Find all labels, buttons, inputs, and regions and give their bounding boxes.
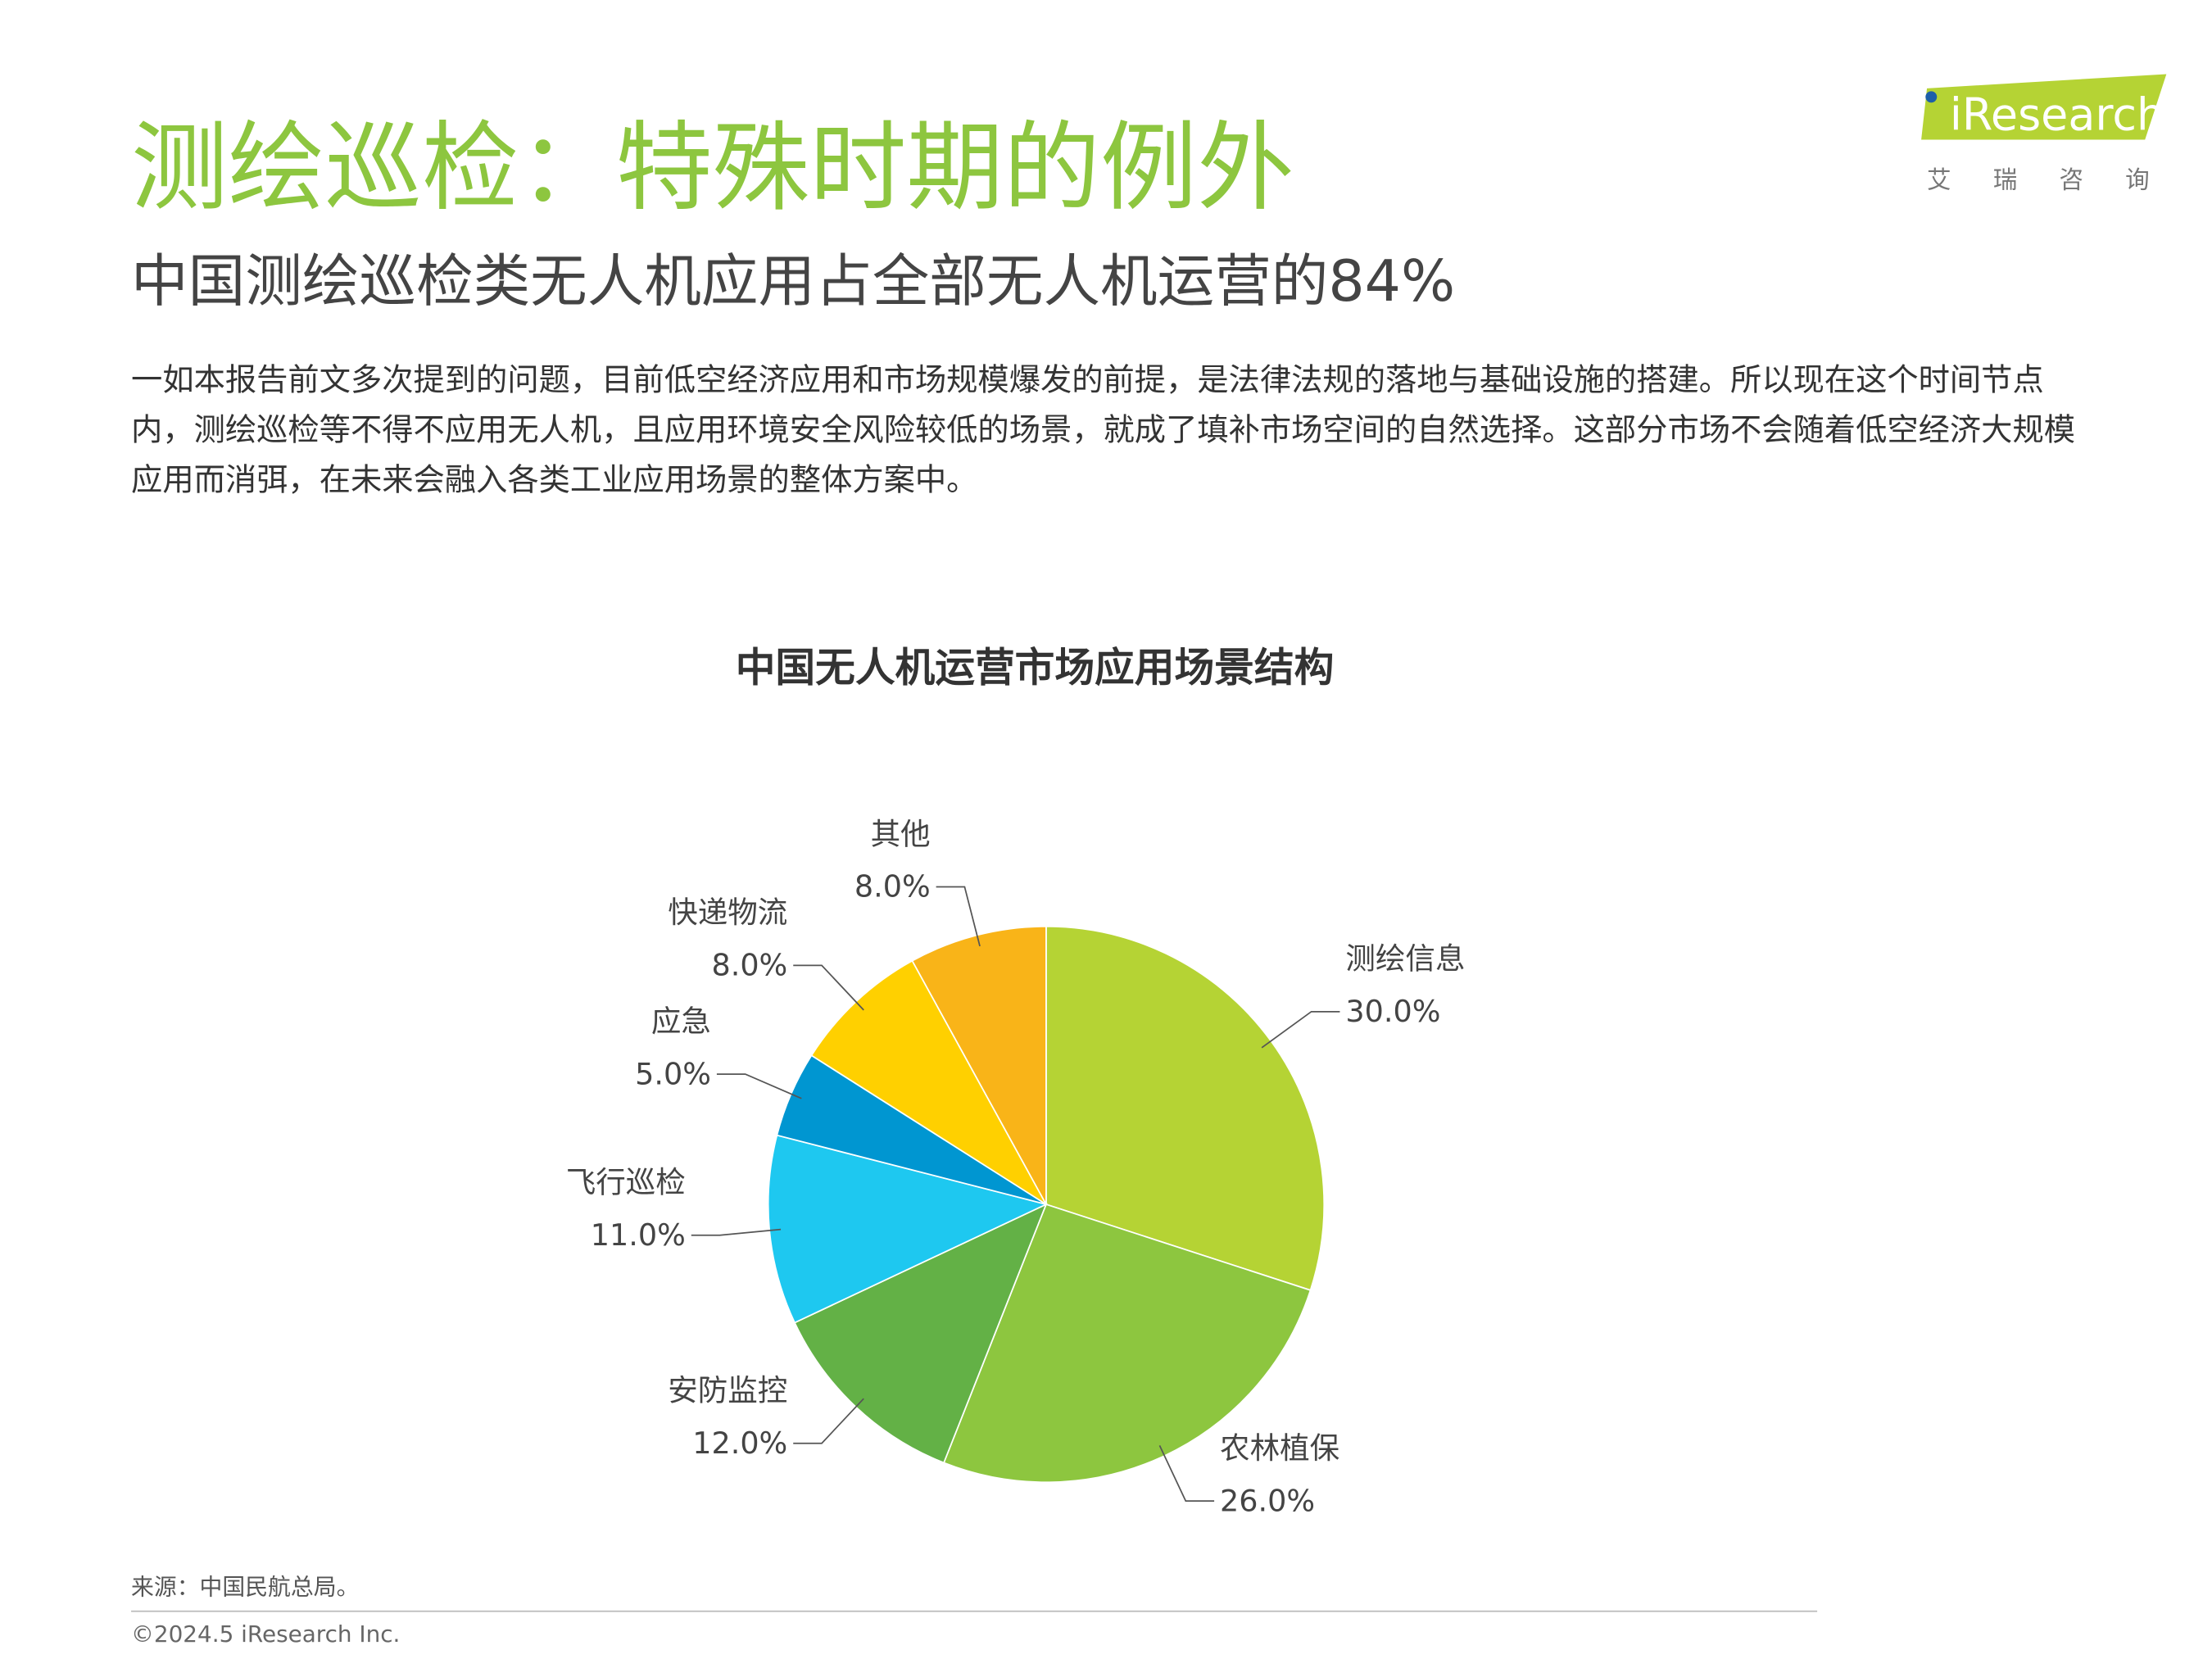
slice-value-label: 8.0% [854,869,931,904]
logo-dot [1925,91,1938,103]
leader-line [793,964,864,1011]
slice-value-label: 8.0% [711,948,787,983]
page-title: 测绘巡检：特殊时期的例外 [131,112,1294,225]
slice-label: 安防监控 [668,1373,787,1408]
slice-label: 其他 [871,816,931,851]
footer-rule [131,1610,1818,1612]
leader-line [1261,1010,1340,1049]
slice-label: 快递物流 [668,895,787,930]
leader-line [1158,1445,1215,1502]
slice-label: 农林植保 [1220,1430,1339,1466]
slice-label: 应急 [651,1004,711,1039]
leader-line [793,1398,864,1444]
leader-line [936,886,981,947]
slice-value-label: 5.0% [635,1056,711,1091]
slice-value-label: 26.0% [1220,1483,1315,1518]
logo-shape [1921,74,2167,140]
slice-value-label: 30.0% [1345,994,1440,1029]
slice-label: 飞行巡检 [566,1165,686,1200]
copyright: ©2024.5 iResearch Inc. [131,1620,401,1648]
slice-value-label: 12.0% [692,1426,787,1461]
leader-line [716,1073,802,1099]
slice-value-label: 11.0% [591,1217,686,1253]
source: 来源：中国民航总局。 [131,1573,360,1601]
slice-label: 测绘信息 [1345,941,1465,977]
body-text: 一如本报告前文多次提到的问题，目前低空经济应用和市场规模爆发的前提，是法律法规的… [131,363,2076,499]
chart-title: 中国无人机运营市场应用场景结构 [736,646,1335,691]
page-subtitle: 中国测绘巡检类无人机应用占全部无人机运营的84% [131,249,1456,315]
logo-name: iResearch [1950,88,2164,140]
logo-tagline: 艾 瑞 咨 询 [1927,166,2167,194]
leader-line [691,1228,782,1236]
